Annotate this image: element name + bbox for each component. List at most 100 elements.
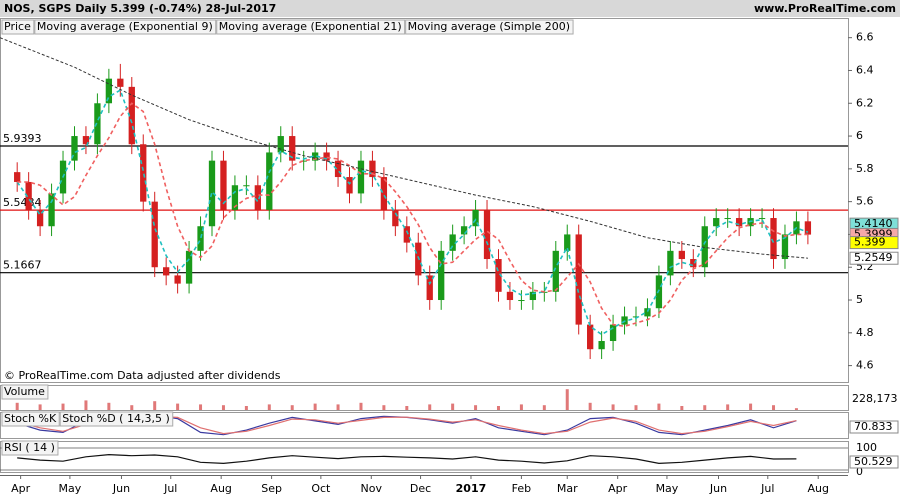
- candle-body: [71, 136, 78, 161]
- candle-body: [105, 78, 113, 104]
- indicator-line: [17, 453, 797, 465]
- candle-body: [609, 324, 617, 342]
- level-label: 5.9393: [3, 132, 42, 145]
- y-tick-label: 6.2: [856, 96, 874, 109]
- rsi-panel: [0, 441, 849, 473]
- x-tick-label: May: [656, 482, 679, 495]
- x-tick-label: Jun: [112, 482, 130, 495]
- candle-body: [174, 275, 181, 284]
- symbol-line: NOS, SGPS Daily 5.399 (-0.74%) 28-Jul-20…: [4, 2, 276, 15]
- volume-bar: [772, 405, 776, 410]
- candle-body: [483, 209, 491, 260]
- legend-entry: Moving average (Exponential 9): [37, 20, 213, 33]
- x-tick-label: Aug: [807, 482, 828, 495]
- volume-bar: [496, 406, 500, 410]
- last-value-label: 5.4140: [854, 217, 893, 230]
- candle-body: [587, 324, 594, 350]
- volume-bar: [199, 404, 203, 410]
- volume-bar: [657, 403, 661, 410]
- volume-bar: [176, 403, 180, 410]
- candle-body: [667, 250, 674, 276]
- volume-bar: [428, 404, 432, 410]
- legend-entry: Stoch %D ( 14,3,5 ): [62, 412, 170, 425]
- candle-body: [36, 209, 44, 227]
- last-value-label: 50.529: [854, 455, 893, 468]
- legend-entry: RSI ( 14 ): [4, 441, 55, 454]
- volume-value-label: 228,173: [852, 392, 898, 405]
- candle-body: [25, 181, 32, 210]
- candle-body: [472, 209, 479, 227]
- volume-bar: [565, 389, 569, 410]
- legend-entry: Moving average (Simple 200): [408, 20, 570, 33]
- candle-body: [506, 291, 514, 301]
- candle-body: [438, 250, 445, 301]
- candle-body: [735, 218, 743, 227]
- candle-body: [770, 218, 777, 260]
- volume-bar: [107, 402, 111, 410]
- legend-entry: Moving average (Exponential 21): [219, 20, 402, 33]
- volume-bar: [153, 401, 157, 410]
- volume-bar: [313, 403, 317, 410]
- candle-body: [552, 250, 559, 292]
- x-tick-label: Nov: [361, 482, 383, 495]
- moving-average-line: [17, 102, 808, 328]
- candle-body: [311, 152, 319, 161]
- y-tick-label: 5: [856, 293, 863, 306]
- last-value-label: 5.2549: [854, 251, 893, 264]
- volume-bar: [726, 404, 730, 410]
- volume-bar: [451, 403, 455, 410]
- x-tick-label: 2017: [456, 482, 487, 495]
- volume-bar: [221, 405, 225, 410]
- last-value-box: [849, 455, 899, 469]
- candle-body: [163, 267, 170, 276]
- note: © ProRealTime.com Data adjusted after di…: [4, 369, 281, 382]
- candle-body: [575, 234, 582, 325]
- candle-body: [151, 201, 158, 268]
- volume-bar: [794, 408, 798, 410]
- y-tick-label: 4.8: [856, 326, 874, 339]
- candle-body: [14, 172, 21, 182]
- legend-box: [405, 19, 574, 35]
- level-label: 5.1667: [3, 259, 42, 272]
- candle-body: [690, 259, 697, 268]
- candle-body: [460, 226, 468, 235]
- legend-box: [216, 19, 406, 35]
- candle-body: [380, 177, 388, 210]
- candle-body: [529, 291, 537, 301]
- x-tick-label: Sep: [261, 482, 282, 495]
- volume-bar: [84, 400, 88, 410]
- legend-box: [59, 411, 174, 427]
- candle-body: [197, 226, 204, 251]
- candle-body: [243, 185, 250, 187]
- candle-body: [369, 160, 376, 178]
- candle-body: [231, 185, 239, 210]
- candle-body: [346, 177, 353, 194]
- last-value-box: [849, 420, 899, 434]
- legend-box: [1, 19, 35, 35]
- volume-bar: [588, 402, 592, 410]
- candle-body: [781, 234, 789, 260]
- candle-body: [495, 259, 502, 292]
- candle-body: [449, 234, 456, 251]
- candle-body: [403, 226, 410, 243]
- candle-body: [334, 160, 342, 178]
- candle-body: [48, 193, 55, 227]
- x-tick-label: Feb: [512, 482, 531, 495]
- legend-box: [34, 19, 217, 35]
- candle-body: [713, 218, 720, 227]
- legend-box: [1, 384, 49, 400]
- candle-body: [518, 300, 525, 302]
- volume-bar: [680, 406, 684, 410]
- volume-bar: [130, 405, 134, 410]
- volume-bar: [382, 405, 386, 410]
- x-tick-label: Jul: [163, 482, 177, 495]
- candle-body: [185, 250, 193, 284]
- volume-bar: [244, 406, 248, 410]
- volume-bar: [519, 404, 523, 410]
- candle-body: [277, 136, 284, 153]
- level-label: 5.5484: [3, 196, 42, 209]
- legend-box: [1, 411, 60, 427]
- volume-bar: [267, 404, 271, 410]
- x-tick-label: Apr: [11, 482, 31, 495]
